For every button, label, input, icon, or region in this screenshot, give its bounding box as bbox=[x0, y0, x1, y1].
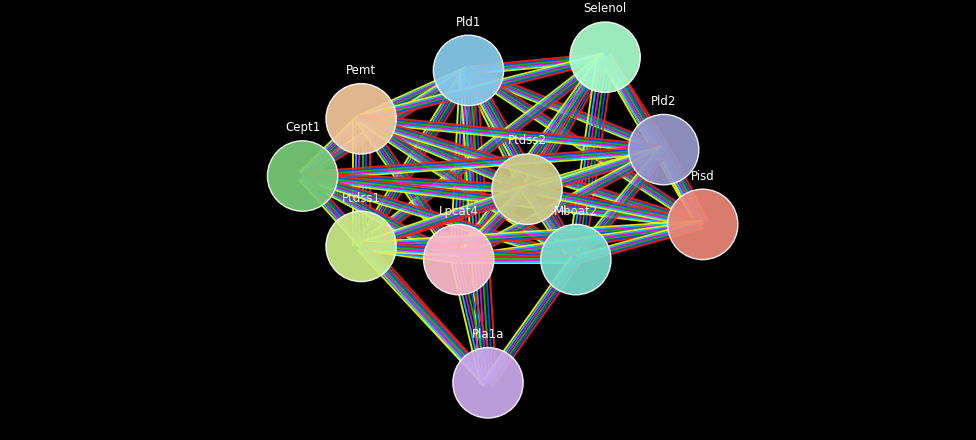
Ellipse shape bbox=[629, 114, 699, 185]
Text: Pld1: Pld1 bbox=[456, 15, 481, 29]
Text: Cept1: Cept1 bbox=[285, 121, 320, 134]
Text: Pisd: Pisd bbox=[691, 169, 714, 183]
Text: Ptdss1: Ptdss1 bbox=[342, 191, 381, 205]
Text: Mboat2: Mboat2 bbox=[553, 205, 598, 218]
Text: Lpcat4: Lpcat4 bbox=[439, 205, 478, 218]
Ellipse shape bbox=[326, 211, 396, 282]
Ellipse shape bbox=[453, 348, 523, 418]
Ellipse shape bbox=[424, 224, 494, 295]
Ellipse shape bbox=[326, 84, 396, 154]
Ellipse shape bbox=[267, 141, 338, 211]
Text: Ptdss2: Ptdss2 bbox=[508, 134, 547, 147]
Ellipse shape bbox=[570, 22, 640, 92]
Ellipse shape bbox=[668, 189, 738, 260]
Ellipse shape bbox=[433, 35, 504, 106]
Text: Selenol: Selenol bbox=[584, 2, 627, 15]
Text: Pemt: Pemt bbox=[346, 64, 376, 77]
Ellipse shape bbox=[541, 224, 611, 295]
Ellipse shape bbox=[492, 154, 562, 224]
Text: Pla1a: Pla1a bbox=[471, 328, 505, 341]
Text: Pld2: Pld2 bbox=[651, 95, 676, 108]
